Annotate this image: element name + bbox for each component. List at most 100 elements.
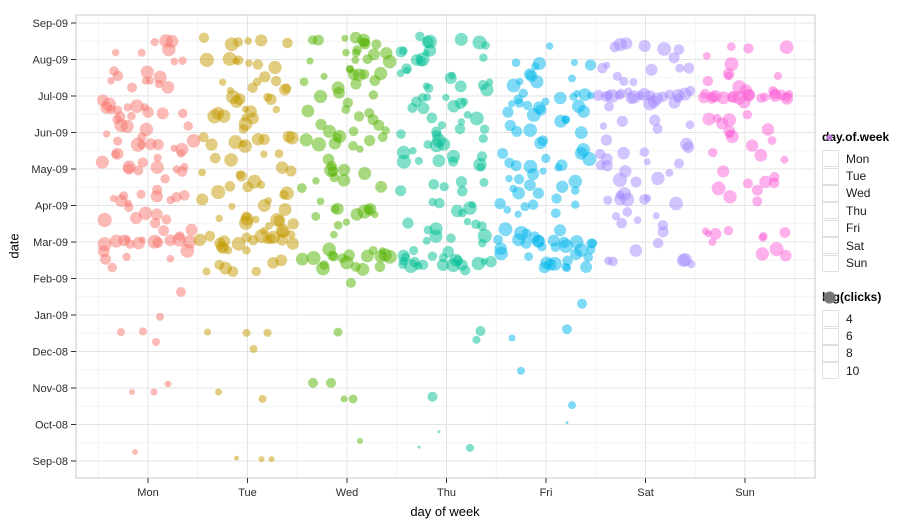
data-point	[537, 135, 549, 146]
data-point	[657, 42, 672, 56]
data-point	[761, 123, 775, 136]
data-point	[423, 34, 437, 49]
data-point	[353, 111, 365, 122]
data-point	[275, 254, 288, 267]
data-point	[448, 71, 456, 80]
data-point	[328, 137, 342, 150]
data-point	[583, 252, 594, 263]
data-point	[432, 154, 446, 168]
data-point	[520, 237, 532, 249]
data-point	[574, 126, 588, 139]
data-point	[502, 106, 514, 118]
data-point	[114, 111, 126, 123]
data-point	[409, 146, 417, 155]
data-point	[362, 54, 373, 65]
data-point	[179, 190, 190, 201]
data-point	[241, 105, 249, 113]
data-point	[358, 166, 372, 181]
data-point	[717, 165, 730, 178]
data-point	[333, 86, 345, 99]
data-point	[553, 224, 567, 237]
data-point	[571, 99, 586, 113]
data-point	[260, 150, 268, 158]
data-point	[341, 104, 351, 114]
data-point	[463, 201, 477, 215]
legend-item-mon: Mon	[822, 134, 889, 168]
data-point	[205, 138, 218, 151]
series-sun	[698, 40, 794, 262]
data-point	[337, 174, 351, 187]
data-point	[340, 395, 348, 403]
data-point	[152, 237, 164, 248]
x-tick-label: Tue	[238, 487, 257, 499]
data-point	[682, 141, 695, 154]
legend-log-clicks: log(clicks) 4 6 8 10	[822, 290, 881, 380]
data-point	[673, 158, 685, 169]
data-point	[285, 165, 297, 177]
data-point	[272, 105, 281, 114]
data-point	[434, 197, 445, 209]
legend-size-item-10: 10	[822, 291, 881, 380]
data-point	[199, 52, 214, 67]
data-point	[113, 136, 123, 146]
data-point	[399, 46, 408, 56]
legend-item-label: Wed	[846, 186, 871, 201]
data-point	[436, 258, 450, 272]
data-point	[249, 344, 258, 353]
data-point	[493, 234, 503, 245]
data-point	[333, 327, 343, 337]
data-point	[247, 235, 259, 246]
data-point	[97, 237, 112, 251]
data-point	[514, 210, 522, 218]
data-point	[348, 126, 359, 137]
data-point	[356, 145, 364, 153]
data-point	[551, 193, 562, 204]
legend-size-label: 4	[846, 311, 853, 326]
data-point	[481, 41, 490, 50]
data-point	[109, 194, 118, 203]
data-point	[202, 267, 211, 276]
data-point	[247, 82, 258, 93]
data-point	[446, 258, 461, 273]
data-point	[597, 62, 608, 74]
data-point	[622, 207, 633, 217]
data-point	[152, 338, 160, 347]
data-point	[274, 149, 284, 159]
data-point	[224, 153, 238, 167]
data-point	[476, 162, 486, 172]
data-point	[494, 198, 506, 210]
data-point	[664, 89, 675, 100]
data-point	[497, 148, 509, 159]
data-point	[651, 171, 665, 186]
data-point	[504, 119, 516, 132]
data-point	[612, 71, 622, 81]
data-point	[258, 456, 265, 463]
legend-item-label: Mon	[846, 151, 870, 166]
data-point	[315, 118, 327, 131]
data-point	[178, 108, 188, 119]
data-point	[717, 91, 730, 105]
data-point	[183, 121, 193, 131]
data-point	[437, 430, 441, 434]
data-point	[629, 244, 643, 257]
data-point	[702, 75, 714, 87]
data-point	[396, 129, 406, 139]
data-point	[584, 59, 597, 71]
legend-item-sat: Sat	[822, 134, 889, 255]
data-point	[571, 200, 580, 209]
data-point	[327, 166, 338, 177]
data-point	[204, 230, 216, 242]
data-point	[251, 132, 265, 146]
legend-size-item-6: 6	[822, 294, 881, 345]
y-axis-title: date	[6, 233, 22, 259]
data-point	[242, 246, 251, 255]
data-point	[614, 90, 624, 101]
data-point	[592, 89, 604, 101]
data-point	[541, 153, 551, 163]
data-point	[562, 324, 572, 335]
data-point	[103, 130, 111, 138]
data-point	[620, 37, 633, 50]
data-point	[417, 93, 428, 103]
data-point	[760, 92, 770, 102]
data-point	[322, 153, 335, 166]
